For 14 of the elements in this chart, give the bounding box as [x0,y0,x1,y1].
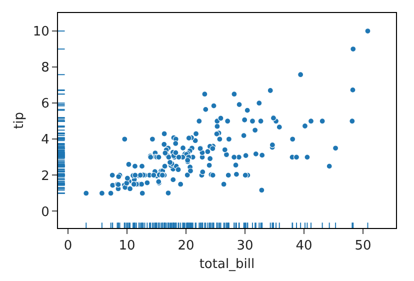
y-tick-label: 0 [41,204,50,220]
y-tick-label: 10 [32,24,50,40]
x-tick-label: 20 [178,238,194,254]
y-tick-label: 2 [41,168,50,184]
y-tick-label: 8 [41,60,50,76]
x-tick-label: 40 [296,238,312,254]
x-tick-label: 50 [354,238,372,254]
x-tick-label: 0 [64,238,72,254]
x-tick-label: 10 [118,238,136,254]
y-tick-label: 4 [41,132,50,148]
x-tick-label: 30 [236,238,254,254]
y-axis-title: tip [12,112,27,129]
x-axis-title: total_bill [199,257,255,272]
y-tick-label: 6 [41,96,50,112]
